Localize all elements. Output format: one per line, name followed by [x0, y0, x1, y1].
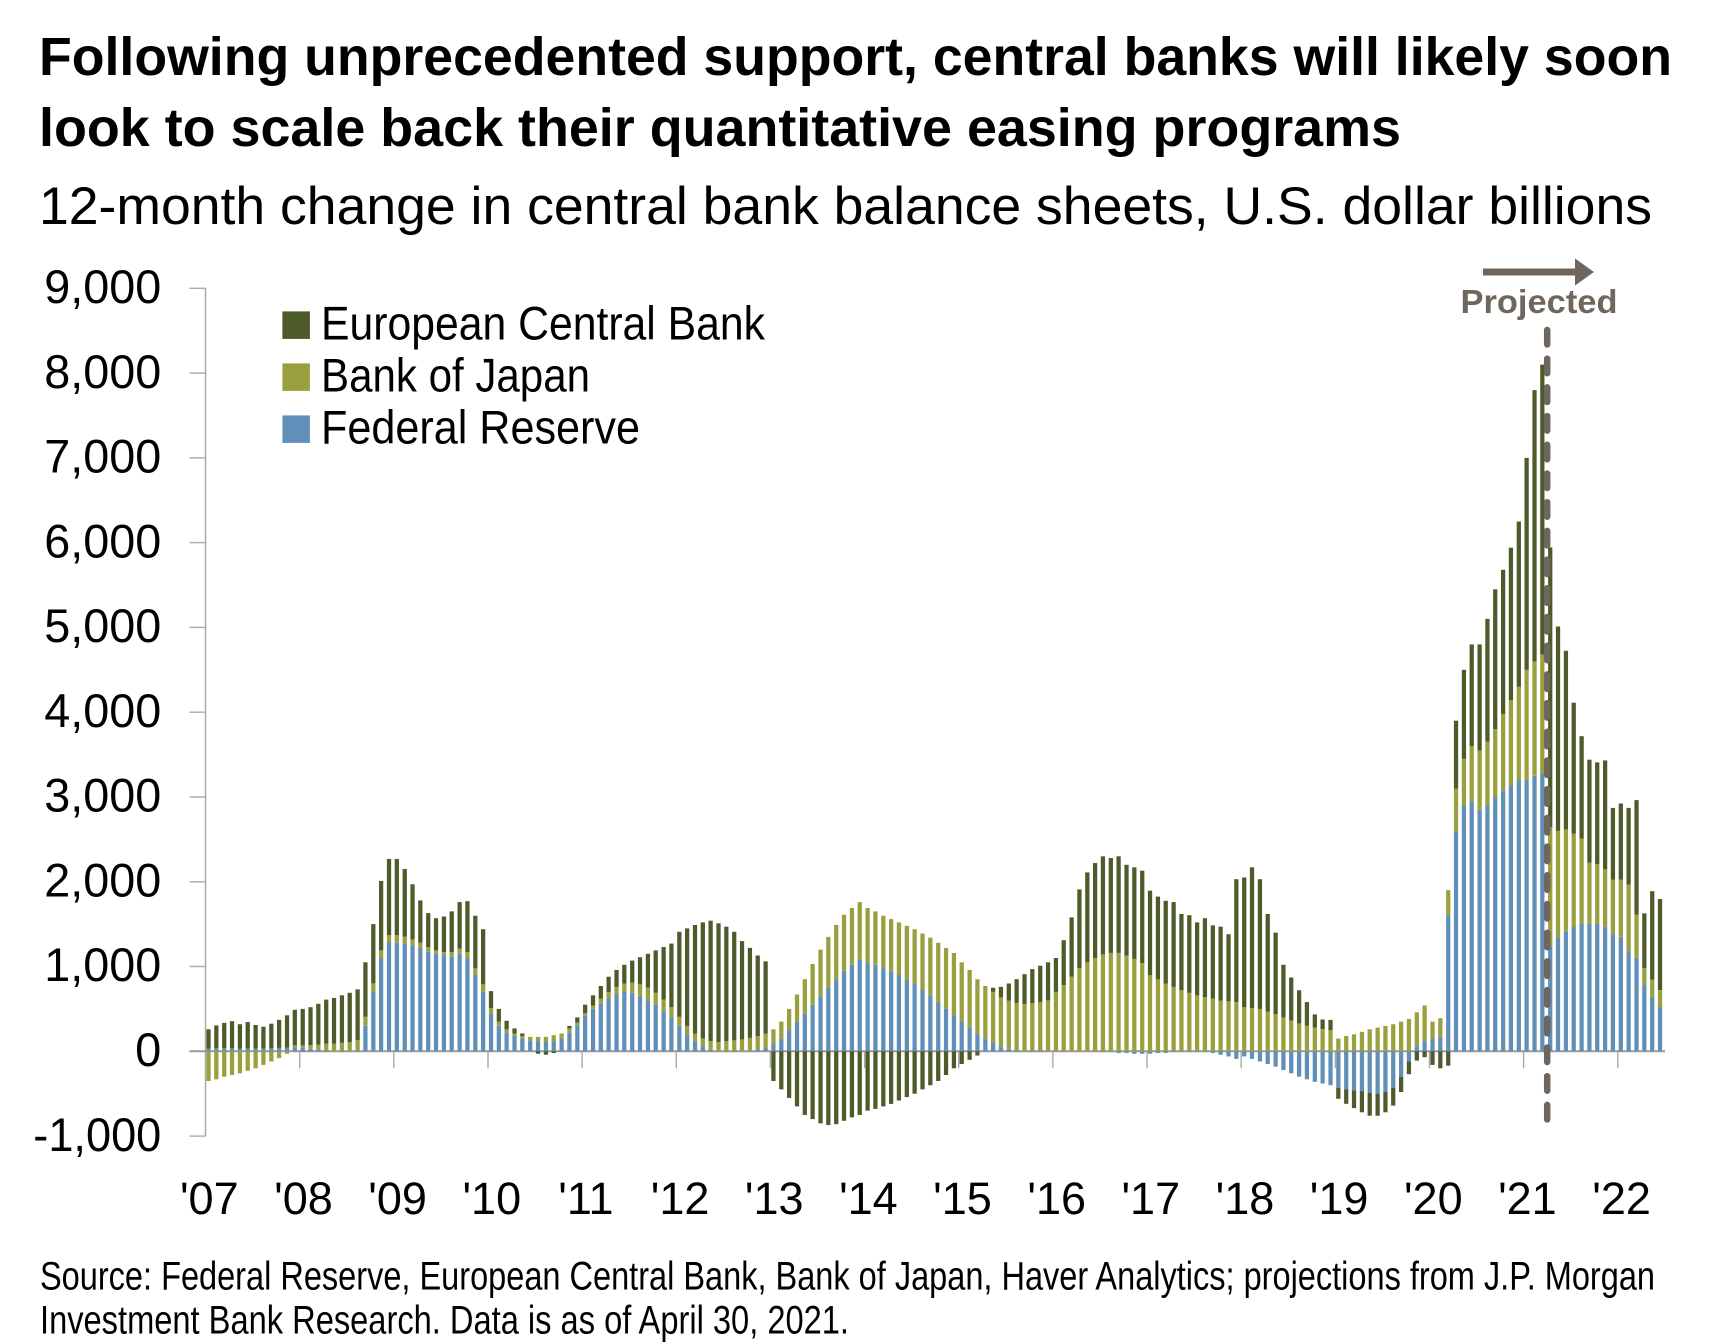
svg-text:Federal Reserve: Federal Reserve	[321, 401, 640, 454]
svg-text:Source: Federal Reserve, Europ: Source: Federal Reserve, European Centra…	[40, 1254, 1655, 1298]
svg-text:0: 0	[135, 1023, 161, 1076]
svg-text:'12: '12	[651, 1173, 710, 1224]
svg-text:4,000: 4,000	[44, 684, 161, 737]
svg-text:look to scale back their quant: look to scale back their quantitative ea…	[39, 99, 1401, 158]
svg-text:'14: '14	[839, 1173, 898, 1224]
svg-text:9,000: 9,000	[44, 260, 161, 313]
svg-text:'07: '07	[180, 1173, 239, 1224]
svg-text:'18: '18	[1216, 1173, 1275, 1224]
svg-text:'22: '22	[1592, 1173, 1651, 1224]
svg-text:'19: '19	[1310, 1173, 1369, 1224]
svg-text:'10: '10	[462, 1173, 521, 1224]
svg-text:6,000: 6,000	[44, 514, 161, 567]
svg-text:Investment Bank Research. Data: Investment Bank Research. Data is as of …	[40, 1298, 849, 1342]
svg-text:European Central Bank: European Central Bank	[321, 297, 765, 350]
svg-text:'21: '21	[1498, 1173, 1557, 1224]
svg-text:Bank of Japan: Bank of Japan	[321, 349, 590, 402]
svg-text:'20: '20	[1404, 1173, 1463, 1224]
svg-text:'13: '13	[745, 1173, 804, 1224]
svg-text:3,000: 3,000	[44, 769, 161, 822]
svg-text:Following unprecedented suppor: Following unprecedented support, central…	[39, 28, 1672, 87]
svg-text:'11: '11	[558, 1173, 613, 1224]
svg-text:12-month change in central ban: 12-month change in central bank balance …	[39, 177, 1652, 236]
svg-text:'08: '08	[274, 1173, 333, 1224]
svg-text:5,000: 5,000	[44, 599, 161, 652]
svg-text:'09: '09	[368, 1173, 427, 1224]
svg-text:'17: '17	[1121, 1173, 1180, 1224]
svg-text:1,000: 1,000	[44, 938, 161, 991]
svg-text:8,000: 8,000	[44, 345, 161, 398]
svg-text:'16: '16	[1027, 1173, 1086, 1224]
svg-text:2,000: 2,000	[44, 854, 161, 907]
svg-text:-1,000: -1,000	[33, 1108, 161, 1161]
svg-text:Projected: Projected	[1461, 284, 1618, 321]
svg-text:'15: '15	[933, 1173, 992, 1224]
svg-text:7,000: 7,000	[44, 430, 161, 483]
